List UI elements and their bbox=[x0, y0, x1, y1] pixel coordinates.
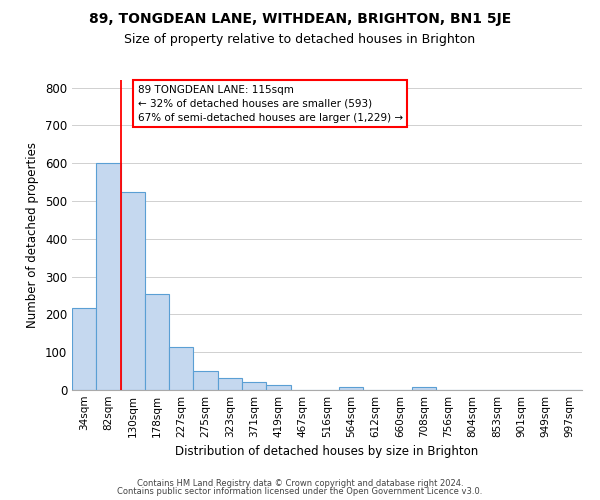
Text: Contains public sector information licensed under the Open Government Licence v3: Contains public sector information licen… bbox=[118, 487, 482, 496]
Text: 89, TONGDEAN LANE, WITHDEAN, BRIGHTON, BN1 5JE: 89, TONGDEAN LANE, WITHDEAN, BRIGHTON, B… bbox=[89, 12, 511, 26]
Bar bbox=[193, 371, 218, 390]
Bar bbox=[242, 382, 266, 390]
X-axis label: Distribution of detached houses by size in Brighton: Distribution of detached houses by size … bbox=[175, 446, 479, 458]
Bar bbox=[339, 388, 364, 390]
Bar bbox=[218, 378, 242, 390]
Text: Size of property relative to detached houses in Brighton: Size of property relative to detached ho… bbox=[124, 32, 476, 46]
Bar bbox=[121, 192, 145, 390]
Bar bbox=[145, 294, 169, 390]
Y-axis label: Number of detached properties: Number of detached properties bbox=[26, 142, 40, 328]
Text: 89 TONGDEAN LANE: 115sqm
← 32% of detached houses are smaller (593)
67% of semi-: 89 TONGDEAN LANE: 115sqm ← 32% of detach… bbox=[137, 84, 403, 122]
Bar bbox=[96, 163, 121, 390]
Bar bbox=[72, 308, 96, 390]
Text: Contains HM Land Registry data © Crown copyright and database right 2024.: Contains HM Land Registry data © Crown c… bbox=[137, 478, 463, 488]
Bar bbox=[412, 388, 436, 390]
Bar bbox=[169, 348, 193, 390]
Bar bbox=[266, 384, 290, 390]
